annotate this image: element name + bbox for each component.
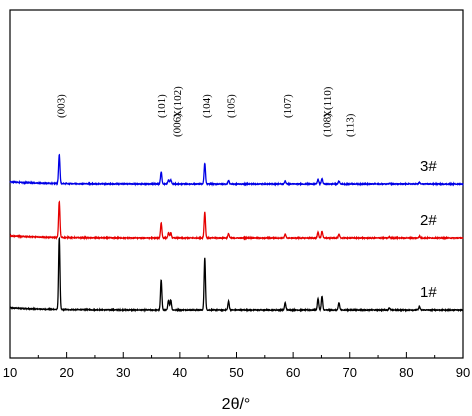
series-label-2: 2# [420,212,437,229]
x-tick-label-10: 10 [3,365,17,380]
x-tick-label-40: 40 [173,365,187,380]
series-layer: 1# 2# 3# [9,153,464,313]
series-label-1: 1# [420,284,437,301]
series-1: 1# [9,236,464,313]
x-tick-label-60: 60 [286,365,300,380]
series-label-3: 3# [420,158,437,175]
peak-label-1: (003) [55,94,67,118]
x-tick-label-50: 50 [229,365,243,380]
peak-label-4: X(102) [172,86,184,118]
series-line-3 [9,153,464,187]
peak-label-5: (104) [201,94,213,118]
series-2: 2# [9,200,464,241]
x-axis-ticks: 10 20 30 40 50 60 70 80 90 [3,352,470,380]
peak-label-9: X(110) [322,86,334,118]
peak-annotations: (003) (101) (006)X(102) (104) (105) (107) (108… [55,86,356,137]
x-tick-label-20: 20 [59,365,73,380]
x-tick-label-70: 70 [343,365,357,380]
peak-label-6: (105) [225,94,237,118]
x-tick-label-80: 80 [399,365,413,380]
peak-label-7: (107) [282,94,294,118]
peak-label-10: (113) [344,113,356,137]
x-axis-title: 2θ/° [222,396,251,413]
peak-label-8: (108) [322,113,334,137]
peak-label-3: (006) [172,113,184,137]
series-line-1 [9,236,464,313]
peak-label-2: (101) [156,94,168,118]
x-tick-label-30: 30 [116,365,130,380]
x-tick-label-90: 90 [456,365,470,380]
series-line-2 [9,200,464,241]
series-3: 3# [9,153,464,187]
